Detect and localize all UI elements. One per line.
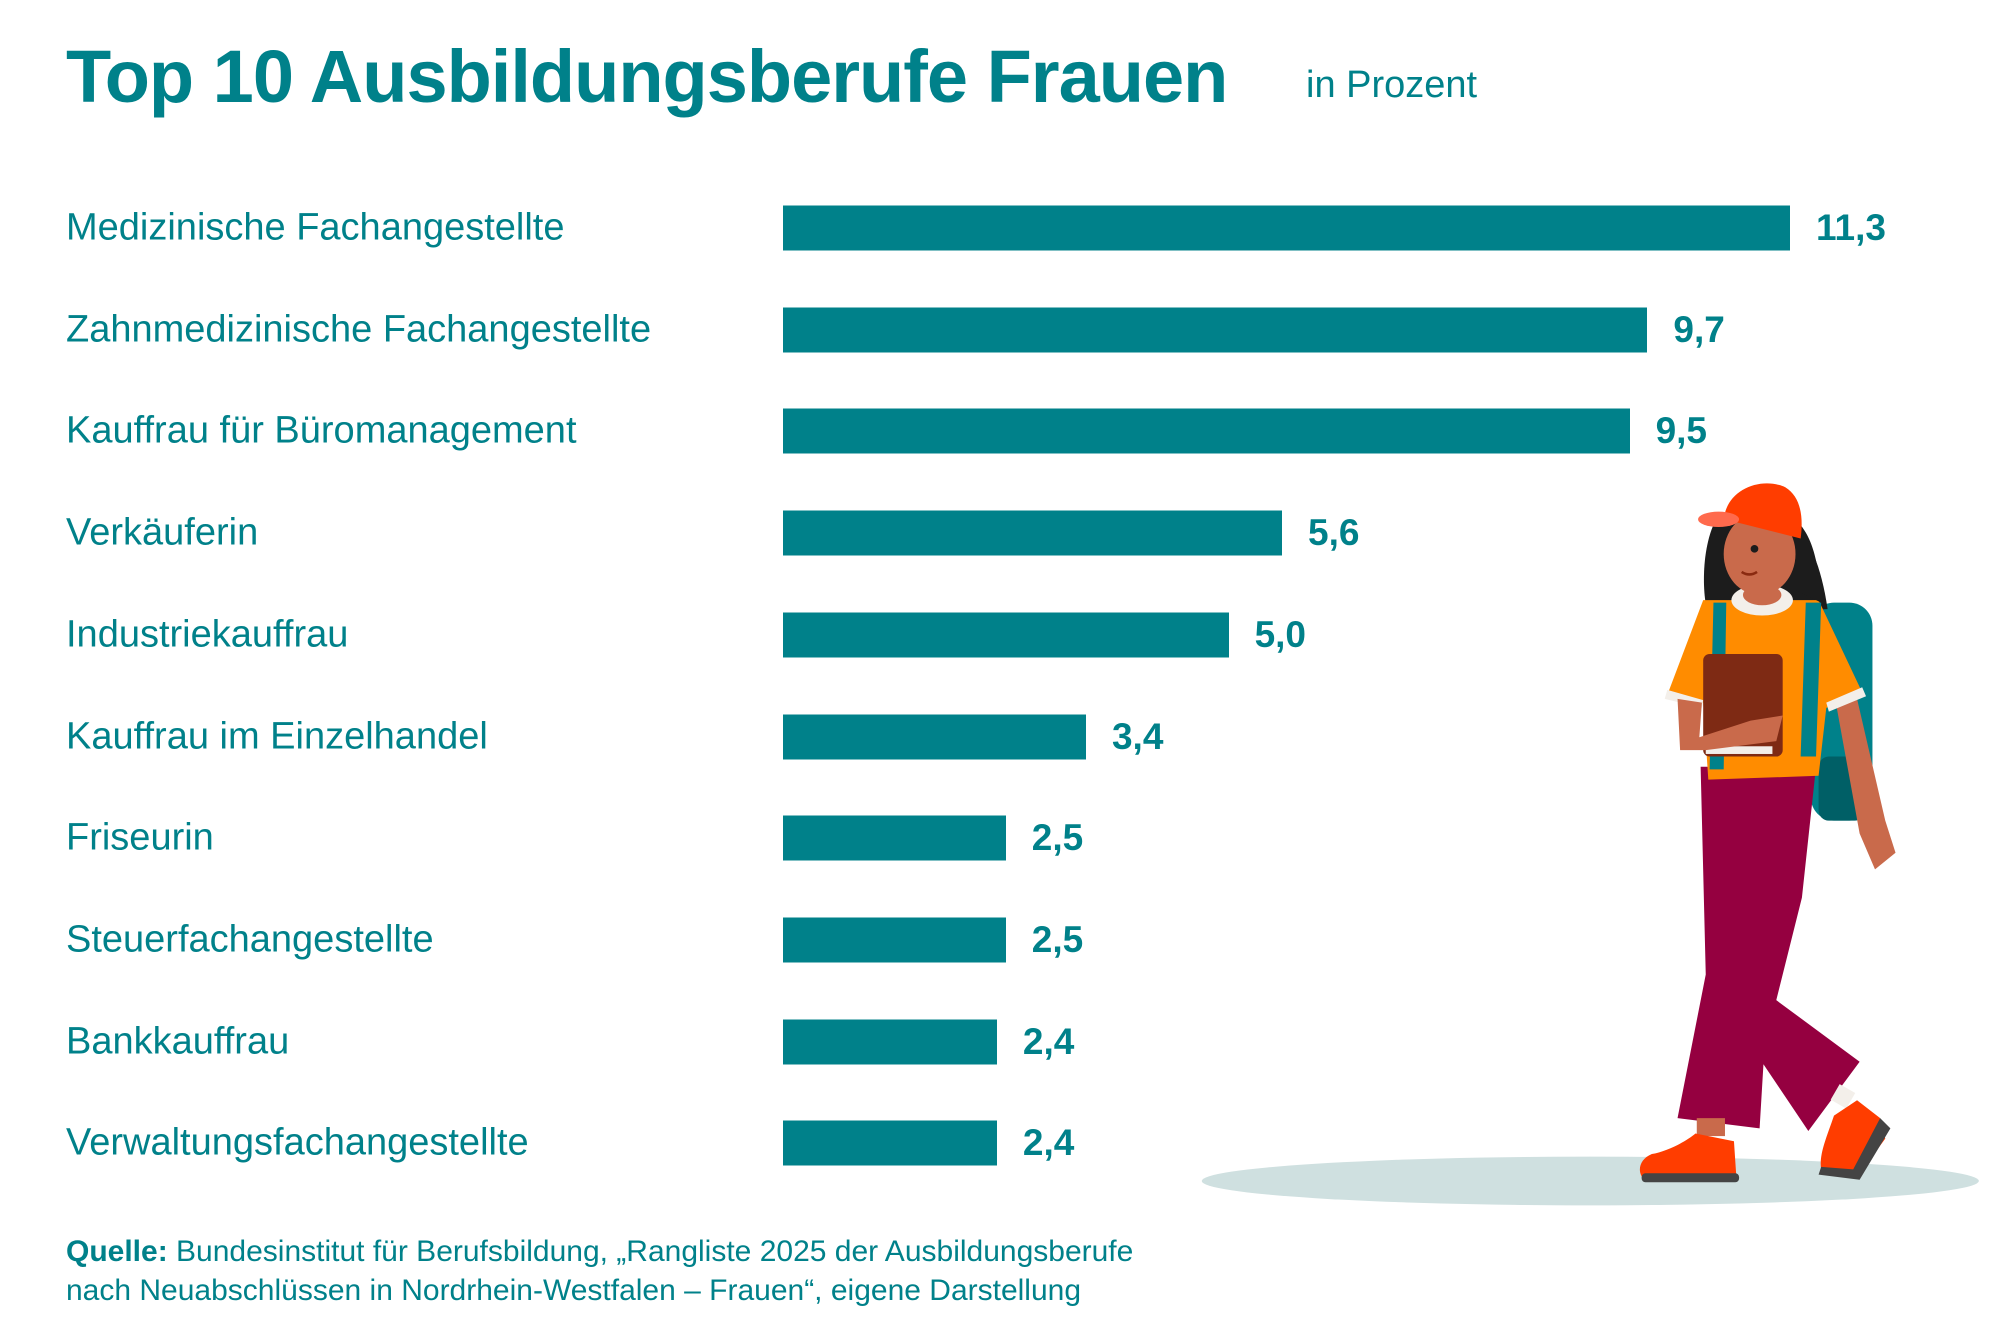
bar [783, 307, 1648, 353]
bar [783, 408, 1630, 454]
category-label: Verwaltungsfachangestellte [66, 1121, 529, 1164]
category-label: Verkäuferin [66, 511, 259, 554]
source-text-line2: nach Neuabschlüssen in Nordrhein-Westfal… [66, 1274, 1082, 1307]
bar [783, 917, 1006, 963]
value-label: 9,7 [1673, 308, 1725, 350]
value-label: 5,0 [1254, 613, 1306, 655]
cap [1724, 483, 1802, 539]
category-label: Medizinische Fachangestellte [66, 206, 565, 249]
pants [1677, 766, 1860, 1131]
bar [783, 714, 1086, 759]
bar [783, 1120, 997, 1166]
category-label: Steuerfachangestellte [66, 918, 434, 961]
bar [783, 510, 1283, 556]
bar [783, 205, 1790, 251]
value-label: 5,6 [1308, 512, 1360, 554]
category-label: Kauffrau im Einzelhandel [66, 715, 488, 757]
category-label: Friseurin [66, 816, 214, 859]
category-label: Industriekauffrau [66, 613, 349, 656]
category-label: Zahnmedizinische Fachangestellte [66, 308, 652, 351]
value-label: 2,5 [1031, 817, 1084, 859]
source-label: Quelle: [66, 1235, 168, 1268]
chart-subtitle: in Prozent [1306, 64, 1478, 106]
bar [783, 815, 1006, 861]
value-label: 3,4 [1111, 715, 1164, 757]
value-label: 11,3 [1816, 207, 1886, 248]
chart-title: Top 10 Ausbildungsberufe Frauen [66, 35, 1228, 118]
ground-shadow [1201, 1156, 1979, 1206]
value-label: 2,4 [1022, 1122, 1075, 1164]
bar [783, 612, 1229, 658]
value-label: 9,5 [1655, 410, 1708, 452]
value-label: 2,5 [1031, 918, 1084, 960]
value-label: 2,4 [1022, 1020, 1075, 1062]
source-text-line1: Bundesinstitut für Berufsbildung, „Rangl… [176, 1235, 1134, 1268]
category-label: Bankkauffrau [66, 1020, 290, 1063]
category-label: Kauffrau für Büromanagement [66, 409, 577, 452]
bar [783, 1019, 997, 1065]
face [1723, 512, 1796, 595]
shoe-left [1639, 1133, 1737, 1180]
source-note: Quelle: Bundesinstitut für Berufsbildung… [66, 1232, 1133, 1310]
